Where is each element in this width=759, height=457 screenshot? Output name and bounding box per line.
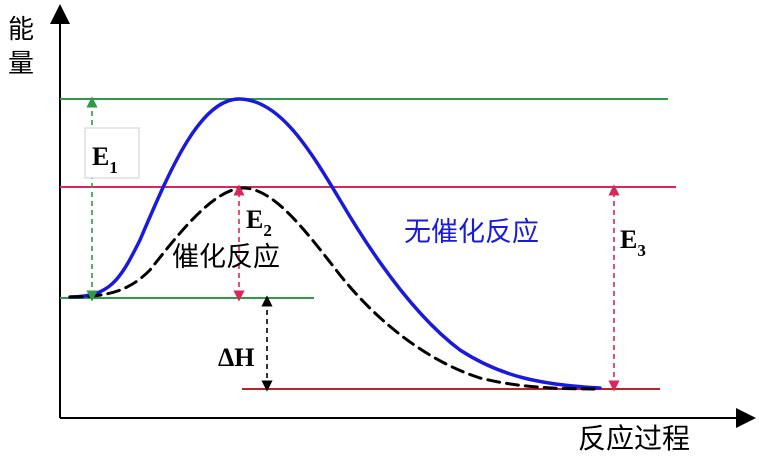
catalyzed-reaction-curve	[68, 186, 602, 391]
e2-label: E2	[246, 205, 272, 240]
y-axis-label-line1: 能	[8, 15, 34, 45]
catalyzed-reaction-label: 催化反应	[172, 242, 280, 273]
e1-label-box	[84, 127, 140, 179]
x-axis-label: 反应过程	[578, 422, 690, 455]
uncatalyzed-reaction-curve	[68, 97, 602, 390]
uncatalyzed-reaction-label: 无催化反应	[404, 217, 539, 248]
delta-h-label: ΔH	[218, 343, 255, 372]
e3-label: E3	[620, 225, 646, 260]
e1-label: E1	[92, 142, 118, 177]
y-axis-label-line2: 量	[8, 49, 34, 79]
